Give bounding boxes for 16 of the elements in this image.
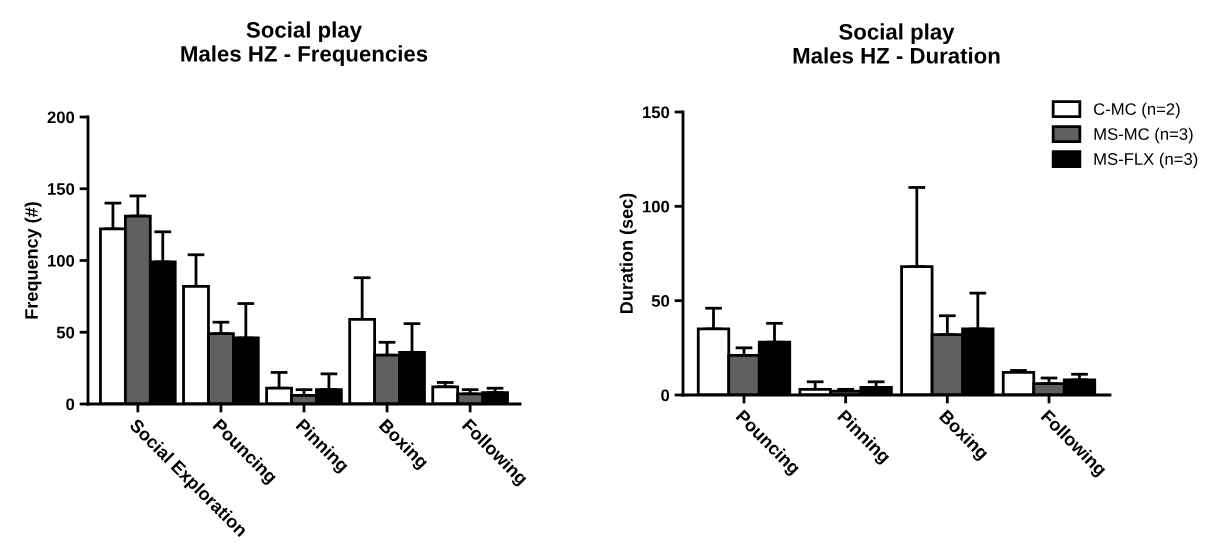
y-tick-label: 50 xyxy=(651,295,670,307)
y-axis-title: Duration (sec) xyxy=(619,193,637,313)
y-axis-title: Frequency (#) xyxy=(24,202,42,319)
legend-label: MS-FLX (n=3) xyxy=(1094,152,1198,169)
y-tick-label: 200 xyxy=(47,111,75,124)
y-tick-label: 0 xyxy=(66,398,75,411)
legend-label: MS-MC (n=3) xyxy=(1094,127,1193,144)
y-tick-label: 100 xyxy=(643,200,670,213)
y-tick-label: 150 xyxy=(643,106,670,119)
chart-title: Social play Males HZ - Duration xyxy=(793,23,1000,64)
y-tick-label: 50 xyxy=(56,326,75,339)
y-tick-label: 100 xyxy=(48,254,75,267)
y-tick-label: 0 xyxy=(661,389,670,402)
y-tick-label: 150 xyxy=(48,183,75,195)
chart-title: Social play Males HZ - Frequencies xyxy=(181,21,428,67)
legend-label: C-MC (n=2) xyxy=(1094,102,1180,119)
